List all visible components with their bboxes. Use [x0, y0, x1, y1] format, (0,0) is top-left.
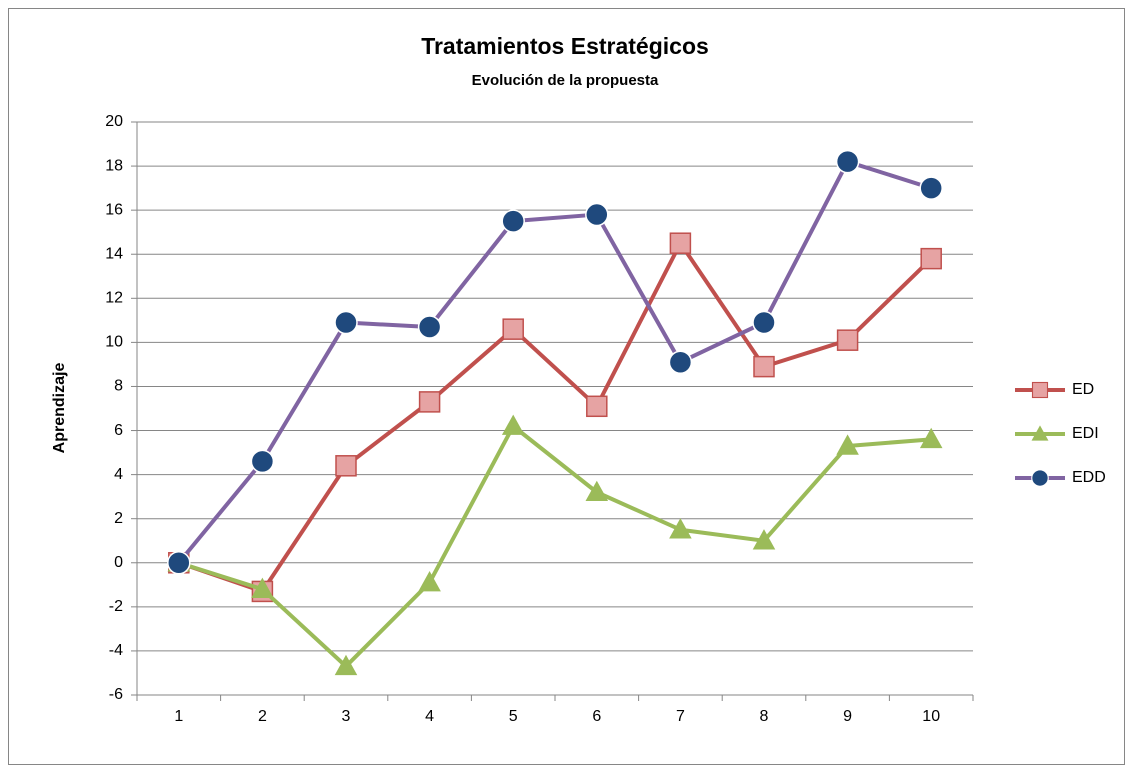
point [919, 427, 943, 449]
point [167, 551, 191, 575]
point [250, 449, 275, 474]
x-tick-label: 9 [843, 708, 852, 725]
x-tick-label: 2 [258, 708, 267, 725]
legend-marker [1031, 425, 1049, 441]
y-tick-label: 6 [114, 422, 123, 439]
x-tick-label: 3 [342, 708, 351, 725]
point [502, 318, 524, 340]
y-tick-label: 12 [105, 290, 123, 307]
point [335, 455, 357, 477]
point [501, 414, 525, 435]
point [920, 247, 942, 270]
x-tick-label: 5 [509, 708, 518, 725]
x-tick-label: 7 [676, 708, 685, 725]
legend-label: ED [1072, 381, 1094, 398]
point [417, 315, 442, 339]
legend-label: EDI [1072, 425, 1099, 442]
y-tick-label: 2 [114, 510, 123, 527]
legend-marker [1031, 469, 1049, 487]
point [585, 480, 609, 501]
y-tick-label: 18 [105, 157, 123, 174]
chart-subtitle: Evolución de la propuesta [472, 72, 659, 89]
point [251, 577, 274, 598]
point [334, 310, 358, 335]
point [586, 395, 608, 418]
x-tick-label: 6 [592, 708, 601, 725]
chart-title: Tratamientos Estratégicos [421, 33, 709, 59]
point [835, 149, 860, 174]
point [501, 209, 525, 233]
point [836, 434, 859, 455]
point [418, 391, 441, 413]
y-tick-label: 4 [114, 466, 123, 483]
legend-marker [1031, 381, 1049, 399]
y-tick-label: 20 [105, 113, 123, 130]
point [669, 518, 692, 539]
y-tick-label: -6 [109, 686, 123, 703]
series-line [177, 159, 932, 565]
point [752, 529, 776, 550]
y-axis-label: Aprendizaje [51, 363, 68, 454]
y-tick-label: -2 [109, 598, 123, 615]
y-tick-label: 14 [105, 245, 123, 262]
x-tick-label: 10 [922, 708, 940, 725]
point [334, 654, 358, 676]
point [753, 355, 775, 378]
x-tick-label: 1 [174, 708, 183, 725]
point [668, 350, 693, 374]
point [919, 176, 943, 200]
y-tick-label: 8 [114, 378, 123, 395]
series-line [178, 241, 933, 594]
x-tick-label: 8 [760, 708, 769, 725]
point [669, 232, 692, 254]
point [585, 202, 609, 227]
x-tick-label: 4 [425, 708, 434, 725]
series-line [178, 424, 932, 669]
y-tick-label: 10 [105, 334, 123, 351]
point [418, 571, 441, 592]
legend-label: EDD [1072, 469, 1106, 486]
point [836, 329, 859, 351]
y-tick-label: -4 [109, 642, 123, 659]
y-tick-label: 0 [114, 554, 123, 571]
point [752, 310, 776, 335]
y-tick-label: 16 [105, 201, 123, 218]
